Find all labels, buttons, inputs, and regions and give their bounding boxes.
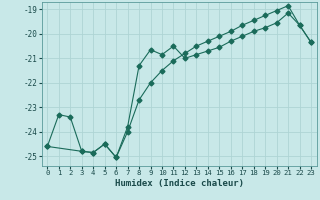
X-axis label: Humidex (Indice chaleur): Humidex (Indice chaleur) — [115, 179, 244, 188]
